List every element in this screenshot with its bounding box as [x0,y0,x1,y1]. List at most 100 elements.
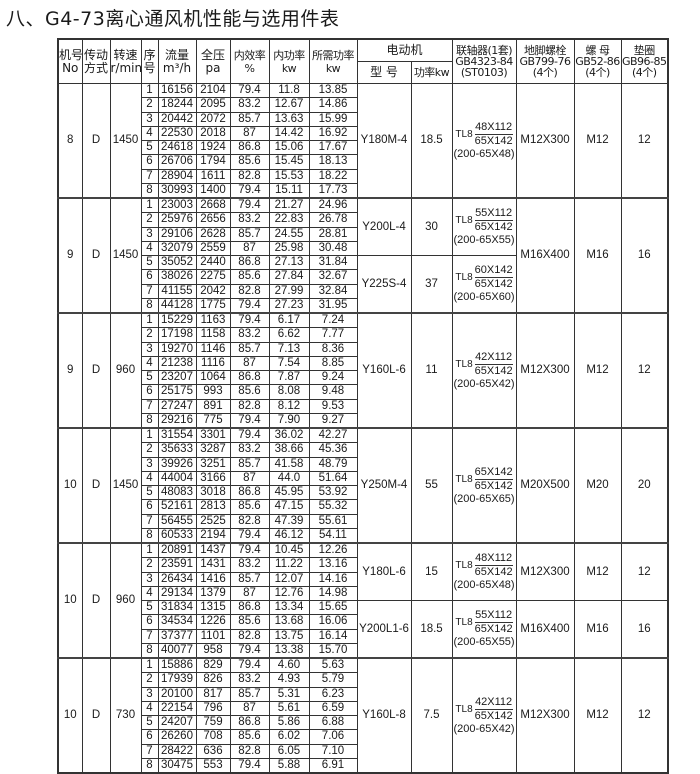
required-power-cell: 16.92 [308,125,358,142]
flow-cell: 24618 [157,139,197,156]
coupling-top: 48X112 [474,120,513,135]
washer-cell: 16 [620,197,669,314]
table-row: 8 30475 553 79.4 5.88 6.91 [58,757,668,774]
flow-cell: 31834 [157,599,197,616]
coupling-spec: TL8 42X112 65X142 (200-65X42) [453,351,514,391]
speed-cell: 730 [109,657,142,774]
seq-cell: 6 [140,729,159,745]
efficiency-cell: 85.7 [229,226,270,242]
nut-cell: M12 [573,542,622,601]
speed-cell: 960 [109,542,142,659]
pressure-cell: 796 [195,700,231,717]
machine-no-cell: 9 [57,312,83,429]
table-row: 7 41155 2042 82.8 27.99 32.84 [58,283,668,299]
coupling-cell: TL8 60X142 65X142 (200-65X60) [451,255,517,314]
flow-cell: 44128 [157,297,197,314]
internal-power-cell: 15.45 [268,154,310,170]
seq-cell: 8 [140,642,159,659]
seq-cell: 4 [140,585,159,602]
internal-power-cell: 6.17 [268,312,310,329]
pressure-cell: 1775 [195,297,231,314]
flow-cell: 56455 [157,513,197,529]
seq-cell: 2 [140,97,159,113]
internal-power-cell: 5.61 [268,700,310,717]
pressure-cell: 2668 [195,197,231,214]
required-power-cell: 13.85 [308,82,358,99]
flow-cell: 17198 [157,327,197,343]
pressure-cell: 2628 [195,226,231,242]
pressure-cell: 1431 [195,557,231,573]
seq-cell: 3 [140,456,159,472]
anchor-bolt-cell: M16X400 [515,197,575,314]
efficiency-cell: 82.8 [229,283,270,299]
flow-cell: 32079 [157,240,197,257]
nut-cell: M16 [573,600,622,659]
table-row: 10 D 1450 1 31554 3301 79.4 36.02 42.27 Y250M-4 55… [57,427,669,544]
required-power-cell: 7.06 [308,729,358,745]
required-power-cell: 6.88 [308,714,358,731]
required-power-cell: 7.24 [308,312,358,329]
flow-cell: 22530 [157,125,197,142]
coupling-spec: TL8 48X112 65X142 (200-65X48) [453,552,514,592]
efficiency-cell: 86.8 [229,484,270,501]
required-power-cell: 28.81 [308,226,358,242]
flow-cell: 30993 [157,182,197,199]
required-power-cell: 14.86 [308,97,358,113]
seq-cell: 2 [140,442,159,458]
table-body: 8 D 1450 1 16156 2104 79.4 11.8 13.85 Y180M-4 18.5… [57,82,669,774]
coupling-cell: TL8 48X112 65X142 (200-65X48) [451,83,517,199]
required-power-cell: 6.23 [308,686,358,702]
pressure-cell: 1163 [195,312,231,329]
efficiency-cell: 79.4 [229,182,270,199]
required-power-cell: 45.36 [308,442,358,458]
efficiency-cell: 82.8 [229,168,270,184]
coupling-cell: TL8 55X112 65X142 (200-65X55) [451,600,517,659]
motor-power-cell: 55 [410,427,453,544]
table-row: 5 31834 1315 86.8 13.34 15.65 Y200L1-6 18.5 TL8 5… [58,599,669,659]
efficiency-cell: 79.4 [229,82,270,99]
table-row: 9 D 1450 1 23003 2668 79.4 21.27 24.96 Y200L-4 30 T… [57,197,669,314]
internal-power-cell: 27.23 [268,297,310,314]
drive-cell: D [81,197,111,314]
required-power-cell: 7.10 [308,743,358,759]
speed-cell: 1450 [109,83,142,199]
coupling-fraction: 42X112 65X142 [474,351,513,378]
coupling-fraction: 48X112 65X142 [474,552,513,579]
washer-cell: 12 [620,542,669,601]
table-row: 10 D 960 1 20891 1437 79.4 10.45 12.26 Y180L-6 15 T… [57,542,669,659]
table-row: 8 D 1450 1 16156 2104 79.4 11.8 13.85 Y180M-4 18.5… [57,82,669,199]
pressure-cell: 1924 [195,139,231,156]
header-pressure: 全压 pa [195,38,231,84]
motor-power-cell: 18.5 [410,600,453,659]
drive-cell: D [81,83,111,199]
table-row: 7 27247 891 82.8 8.12 9.53 [58,398,668,414]
pressure-cell: 775 [195,412,231,429]
pressure-cell: 3287 [195,442,231,458]
efficiency-cell: 79.4 [229,312,270,329]
header-motor: 电动机 [356,38,453,62]
coupling-fraction: 48X112 65X142 [474,120,513,148]
pressure-cell: 1158 [195,327,231,343]
table-row: 8 60533 2194 79.4 46.12 54.11 [58,527,668,544]
internal-power-cell: 13.34 [268,599,310,616]
table-row: 7 28422 636 82.8 6.05 7.10 [58,743,668,759]
required-power-cell: 5.63 [308,657,358,674]
table-row: 7 56455 2525 82.8 47.39 55.61 [58,513,668,529]
pressure-cell: 2559 [195,240,231,257]
internal-power-cell: 47.15 [268,499,310,515]
pressure-cell: 1416 [195,571,231,587]
header-coupling: 联轴器(1套) GB4323-84 (ST0103) [451,38,517,84]
seq-cell: 7 [140,168,159,184]
table-row: 8 29216 775 79.4 7.90 9.27 [58,412,668,429]
internal-power-cell: 7.87 [268,369,310,386]
drive-cell: D [81,427,111,544]
flow-cell: 23207 [157,369,197,386]
efficiency-cell: 85.6 [229,384,270,400]
required-power-cell: 9.48 [308,384,358,400]
flow-cell: 24207 [157,714,197,731]
internal-power-cell: 13.63 [268,111,310,127]
motor-model-cell: Y180M-4 [356,83,412,199]
pressure-cell: 1611 [195,168,231,184]
internal-power-cell: 7.54 [268,355,310,372]
seq-cell: 6 [140,384,159,400]
